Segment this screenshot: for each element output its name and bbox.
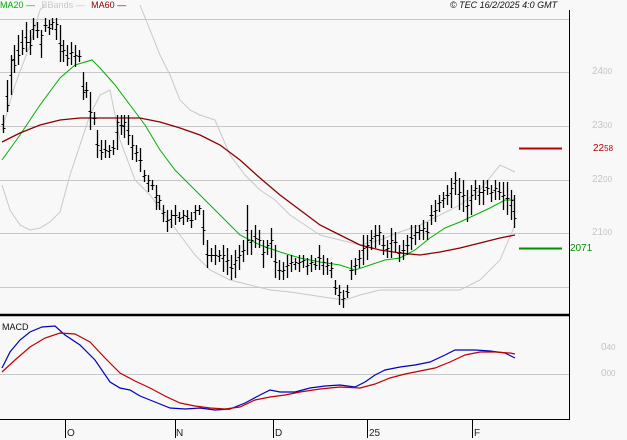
x-label-nov: N bbox=[176, 428, 184, 439]
moving-averages bbox=[1, 59, 516, 271]
support-label: 2071 bbox=[570, 243, 593, 254]
bollinger-bands bbox=[1, 4, 516, 301]
price-gridlines bbox=[0, 19, 569, 375]
y-label-2400: 2400 bbox=[592, 66, 613, 77]
resistance-label: 2258 bbox=[593, 143, 614, 154]
y-label-2100: 2100 bbox=[592, 227, 613, 238]
macd-label-000: 000 bbox=[601, 368, 616, 379]
x-label-oct: O bbox=[67, 428, 75, 439]
macd-lines bbox=[1, 325, 516, 411]
copyright-timestamp: © TEC 16/2/2025 4:0 GMT bbox=[450, 0, 558, 10]
legend-ma20: MA20 — bbox=[0, 0, 36, 10]
price-levels bbox=[519, 147, 562, 250]
x-label-dec: D bbox=[275, 428, 283, 439]
y-label-2300: 2300 bbox=[592, 120, 613, 131]
x-label-feb: F bbox=[474, 428, 481, 439]
y-label-2200: 2200 bbox=[592, 174, 613, 185]
legend-bbands: BBands — bbox=[41, 0, 85, 10]
macd-label-040: 040 bbox=[601, 342, 616, 353]
macd-title: MACD bbox=[2, 322, 29, 332]
legend-ma60: MA60 — bbox=[91, 0, 127, 10]
price-bars bbox=[1, 18, 517, 308]
chart-legend: MA20 — BBands — MA60 — bbox=[0, 0, 130, 11]
x-label-2025: 25 bbox=[369, 428, 381, 439]
chart-frame bbox=[0, 10, 570, 438]
